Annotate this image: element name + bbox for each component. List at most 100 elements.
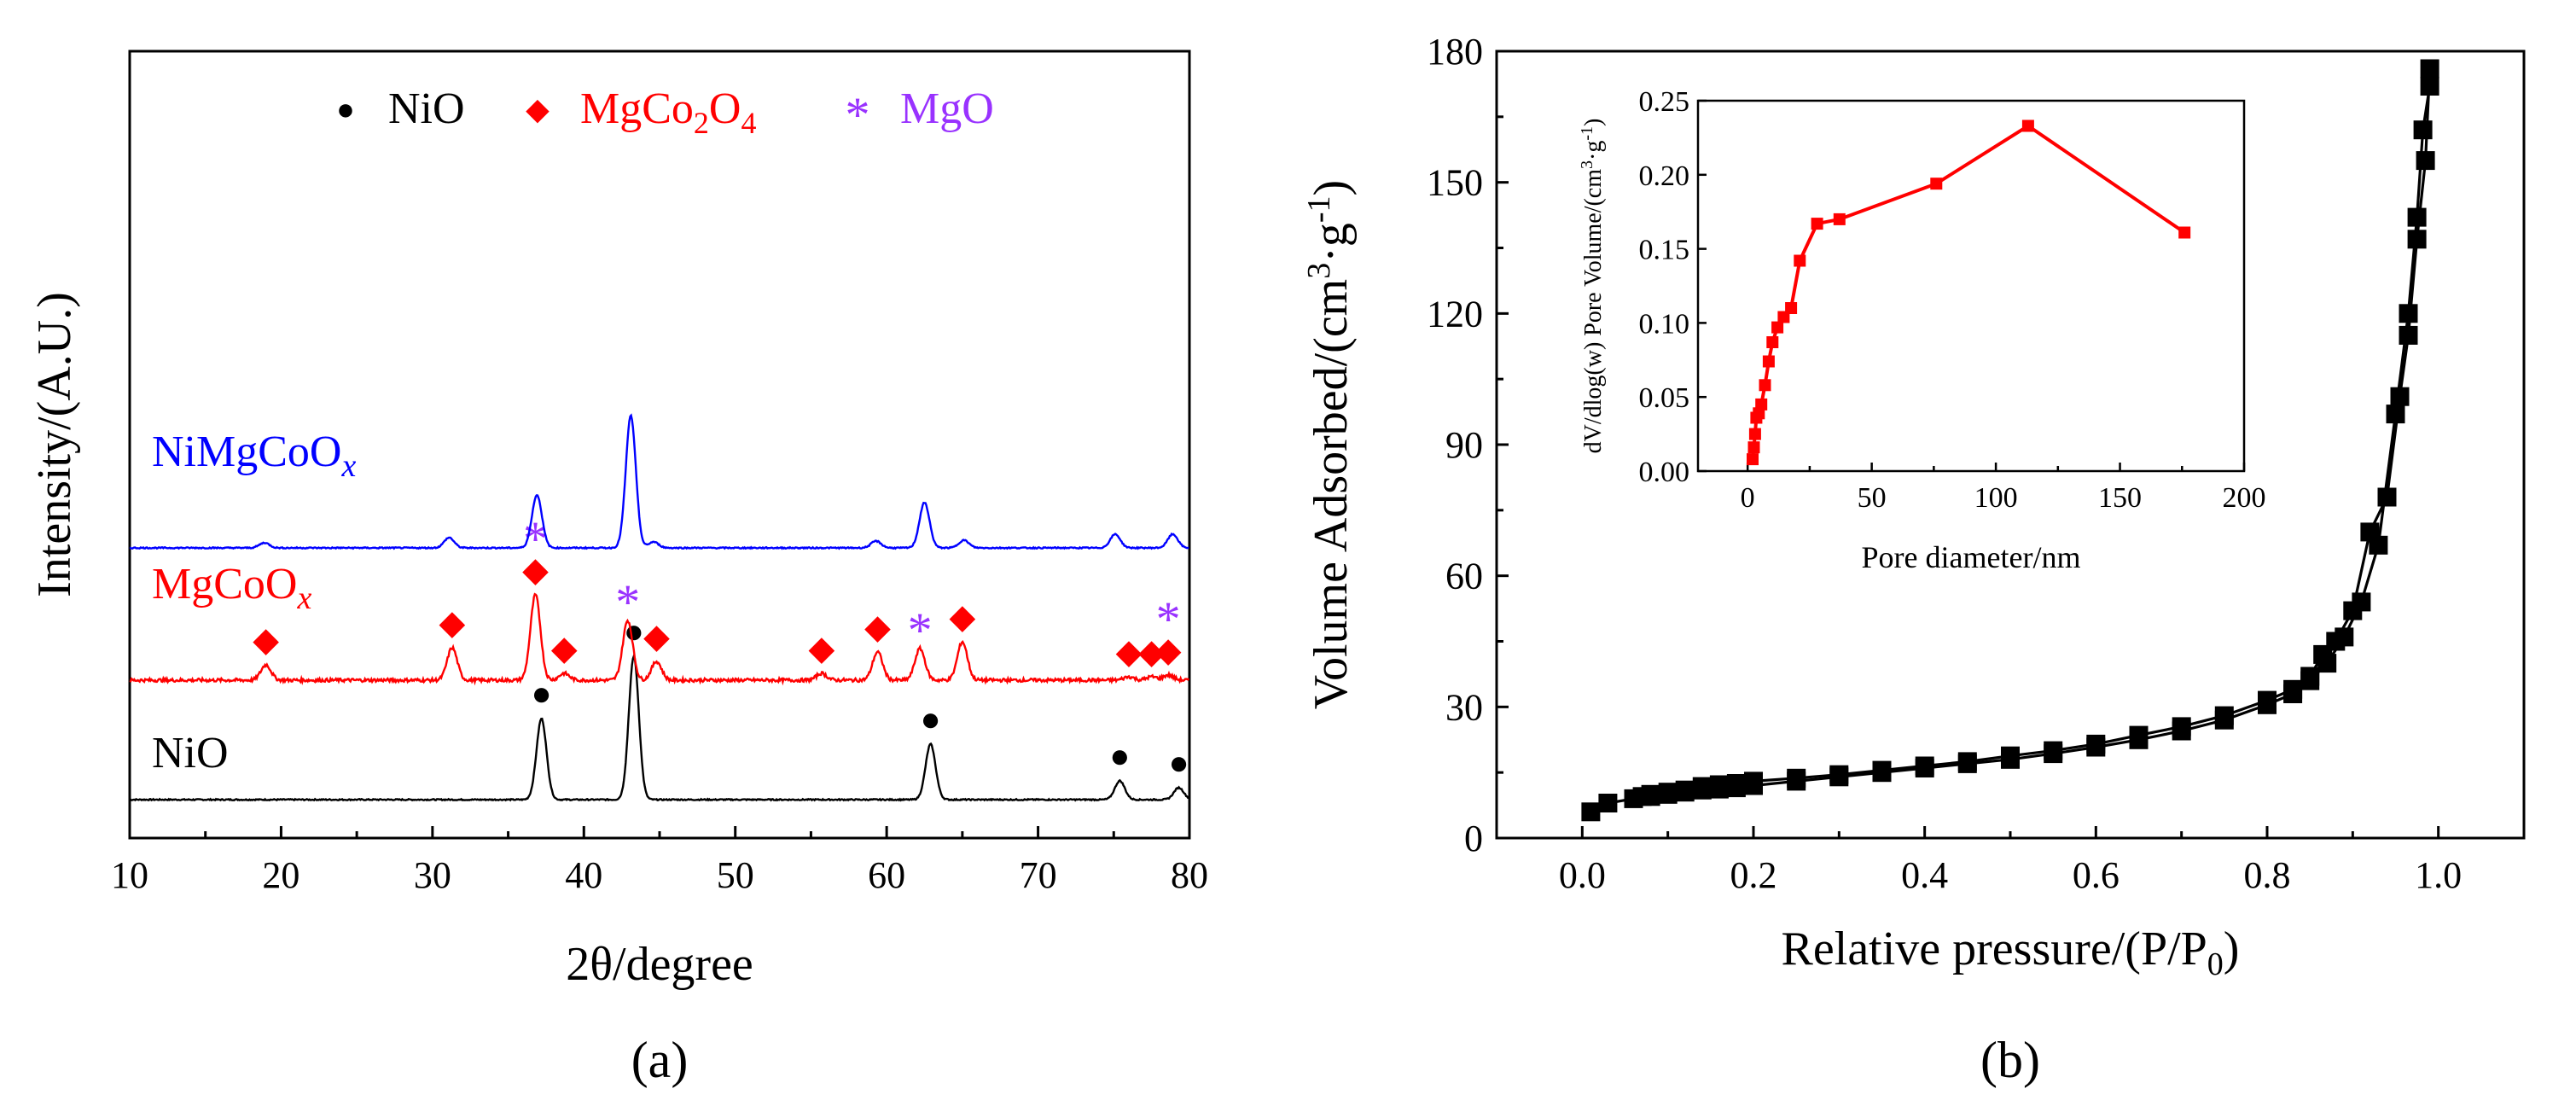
inset-pore-point [2021,119,2034,132]
inset-x-tick-label: 0 [1741,482,1755,514]
inset-pore-point [1833,213,1846,225]
panel-a-x-tick-label: 80 [1171,854,1208,896]
panel-b-desorption-point [1726,774,1746,793]
inset-y-tick-label: 0.10 [1639,308,1690,340]
inset-pore-point [1785,302,1798,314]
inset-frame [1696,99,2246,473]
panel-a-series-label-NiMgCoOx: NiMgCoOx [152,428,356,484]
inset-y-tick-label: 0.25 [1639,86,1690,118]
panel-a-xrd-chart: 10 20 30 40 50 60 70 80 2θ/degree Intensity/(A.U.… [28,49,1208,1088]
panel-b-x-tick-label: 0.8 [2244,854,2291,896]
inset-y-title-superscript: 3 [1578,160,1596,169]
panel-a-legend-symbol: * [846,87,870,143]
inset-y-tick-label: 0.20 [1639,160,1690,192]
panel-a-peak-marker: ◆ [643,617,670,655]
panel-b-label: (b) [1980,1032,2040,1088]
inset-pore-point [1771,321,1784,334]
panel-b-y-tick-label: 0 [1464,818,1483,859]
inset-pore-point [1748,428,1761,440]
panel-a-x-axis-title: 2θ/degree [566,938,753,991]
panel-a-x-tick-label: 40 [565,854,602,896]
inset-x-tick-label: 200 [2223,482,2266,514]
panel-b-desorption-point [2044,741,2063,760]
panel-a-peak-marker: ● [1168,743,1189,782]
panel-a-peak-marker: ◆ [864,608,891,646]
inset-y-tick-label: 0.15 [1639,235,1690,266]
panel-a-legend-label: NiO [388,84,465,133]
legend-label-subscript: 2 [694,106,709,140]
x-title-subscript: 0 [2207,946,2224,982]
panel-b-desorption-point [1675,780,1695,800]
x-title-end: ) [2224,923,2240,975]
inset-pore-point [1747,441,1760,454]
panel-b-y-tick-label: 150 [1427,162,1483,204]
panel-a-label: (a) [631,1032,689,1088]
panel-a-legend-label: MgO [900,84,994,133]
panel-b-desorption-point [2172,717,2191,736]
panel-a-legend-symbol: ◆ [526,92,550,126]
y-title-main: Volume Adsorbed/(cm [1305,279,1358,709]
inset-y-axis-title: dV/dlog(w) Pore Volume/(cm3·g-1) [1578,119,1607,454]
legend-label-text: MgO [900,84,994,133]
series-label-main: NiO [152,729,229,777]
panel-a-legend-symbol: ● [336,92,355,126]
inset-pore-point [1811,218,1823,230]
panel-b-adsorption-point [1581,802,1601,822]
panel-b-adsorption-point [2399,304,2418,323]
panel-b-desorption-point [1744,771,1763,791]
panel-b-desorption-point [2420,59,2439,79]
panel-b-x-tick-label: 0.0 [1559,854,1606,896]
panel-b-desorption-point [2407,230,2427,249]
panel-b-desorption-point [1957,752,1977,771]
panel-a-series-MgCoOx [129,592,1190,686]
panel-b-desorption-point [1829,765,1849,784]
inset-y-tick-label: 0.05 [1639,382,1690,414]
inset-pore-point [2178,226,2191,239]
panel-a-peak-marker: ◆ [551,629,578,667]
inset-x-tick-label: 100 [1974,482,2018,514]
inset-pore-point [1794,254,1806,267]
y-title-end: ) [1305,180,1358,196]
inset-pore-point [1747,453,1759,466]
panel-b-desorption-point [1709,775,1729,795]
panel-a-x-tick-label: 70 [1020,854,1057,896]
series-label-main: NiMgCoO [152,428,341,476]
panel-a-peak-marker: ● [532,674,552,713]
panel-a-legend-label: MgCo2O4 [580,84,756,140]
panel-b-isotherm-chart: 0.0 0.2 0.4 0.6 0.8 1.00306090120150180Relati… [1301,31,2526,1088]
panel-a-x-tick-label: 50 [717,854,754,896]
inset-pore-point [1766,336,1779,348]
panel-b-desorption-point [1658,783,1678,802]
panel-a-series-label-NiO: NiO [152,729,229,777]
panel-a-peak-marker: ◆ [1116,632,1143,671]
panel-b-desorption-point [1692,777,1712,796]
panel-a-peak-marker: ● [921,700,941,738]
panel-b-y-tick-label: 60 [1445,556,1483,597]
inset-y-title-superscript: -1 [1578,126,1596,141]
panel-a-series-label-MgCoOx: MgCoOx [152,560,311,616]
panel-b-adsorption-point [2413,120,2433,140]
inset-x-tick-label: 50 [1858,482,1887,514]
panel-b-y-tick-label: 30 [1445,686,1483,728]
panel-b-x-tick-label: 0.4 [1901,854,1948,896]
inset-x-tick-label: 150 [2098,482,2142,514]
panel-b-desorption-point [2001,746,2020,766]
panel-b-adsorption-point [2386,405,2405,424]
panel-a-peak-marker: * [615,574,640,630]
panel-a-peak-marker: ◆ [439,603,466,642]
panel-a-x-tick-label: 20 [262,854,299,896]
panel-b-desorption-point [1915,756,1934,776]
panel-b-adsorption-point [1598,794,1618,812]
inset-pore-point [1930,178,1943,190]
y-title-superscript: -1 [1301,195,1337,223]
panel-b-desorption-point [1872,760,1892,780]
panel-b-desorption-point [2399,325,2418,345]
panel-a-peak-marker: ◆ [808,629,834,667]
panel-b-adsorption-point [2407,207,2427,227]
panel-b-y-tick-label: 180 [1427,31,1483,73]
legend-label-text: O [709,84,741,133]
legend-label-text: NiO [388,84,465,133]
panel-a-peak-marker: ◆ [1155,631,1182,669]
panel-b-desorption-point [2258,690,2277,710]
